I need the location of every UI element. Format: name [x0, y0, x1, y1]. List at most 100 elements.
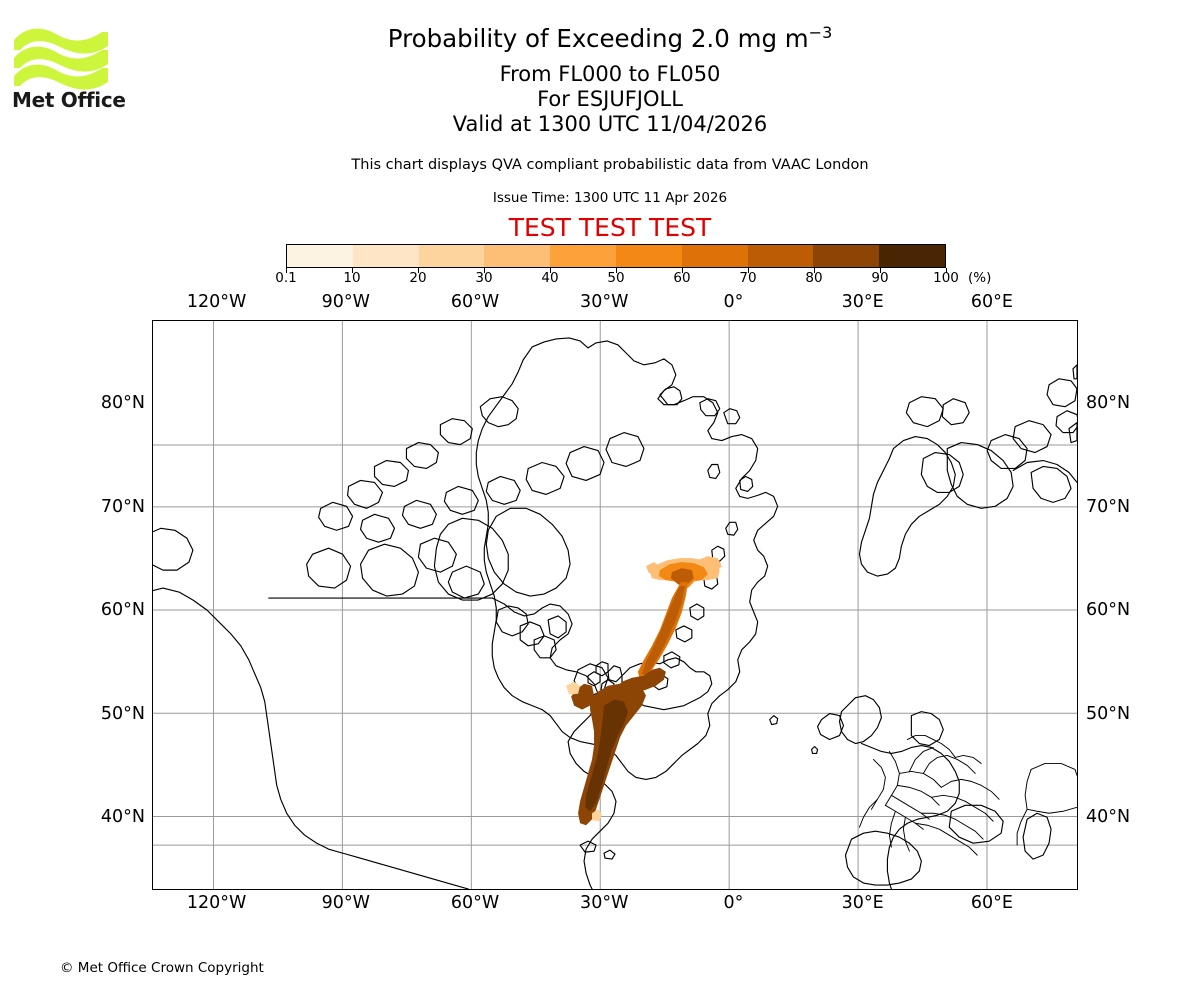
mediterranean [844, 830, 922, 886]
colorbar-tick [748, 268, 749, 273]
longitude-label-60°E: 60°E [970, 893, 1013, 913]
colorbar-band-10-20 [352, 245, 419, 267]
title-flight-levels: From FL000 to FL050 [499, 62, 721, 86]
caspian-sea [1022, 812, 1052, 860]
colorbar-unit-label: (%) [968, 270, 992, 286]
colorbar-tick-label-100: 100 [933, 270, 959, 286]
ash-plume [566, 556, 722, 826]
colorbar-bands [286, 244, 946, 268]
baffin-island [485, 507, 571, 597]
longitude-label-30°W: 30°W [580, 893, 629, 913]
iceland-outline [621, 657, 713, 711]
colorbar-tick [814, 268, 815, 273]
scandinavia [858, 436, 956, 577]
plume-dense-north [670, 568, 694, 585]
country-borders [858, 735, 1000, 856]
graticule [153, 321, 1077, 889]
finland [920, 451, 964, 493]
colorbar-tick [484, 268, 485, 273]
hudson-bay [433, 517, 509, 601]
siberia-coast [1012, 459, 1077, 484]
latitude-label-40°N: 40°N [1086, 807, 1131, 828]
colorbar-tick [352, 268, 353, 273]
longitude-label-30°W: 30°W [580, 292, 629, 312]
longitude-labels-bottom: 120°W 90°W 60°W 30°W 0° 30°E 60°E [0, 893, 1200, 915]
colorbar-tick [946, 268, 947, 273]
plume-peak-south [585, 699, 628, 812]
faroe-islands [769, 715, 779, 726]
met-office-logo [12, 20, 122, 110]
latitude-label-80°N: 80°N [1086, 392, 1131, 413]
latitude-label-80°N: 80°N [100, 392, 145, 413]
latitude-label-60°N: 60°N [100, 600, 145, 621]
colorbar-band-50-60 [615, 245, 682, 267]
longitude-label-90°W: 90°W [321, 893, 370, 913]
colorbar-tick [880, 268, 881, 273]
latitude-label-40°N: 40°N [100, 807, 145, 828]
latitude-label-50°N: 50°N [1086, 703, 1131, 724]
longitude-label-60°W: 60°W [450, 893, 500, 913]
coastlines [153, 337, 1077, 889]
longitude-label-0°: 0° [723, 893, 744, 913]
plume-trail-core [641, 586, 685, 676]
colorbar-tick-label-10: 10 [343, 270, 361, 286]
met-office-logo-text: Met Office [12, 88, 126, 112]
page-title-exponent: −3 [808, 23, 833, 42]
great-britain [838, 695, 882, 745]
iceland-westfjords [607, 665, 623, 683]
nw-russia [946, 441, 1014, 509]
map-panel[interactable] [152, 320, 1078, 890]
colorbar-band-90-100 [879, 245, 945, 267]
colorbar-band-20-30 [418, 245, 485, 267]
colorbar-tick [550, 268, 551, 273]
title-valid-time: Valid at 1300 UTC 11/04/2026 [452, 112, 768, 136]
colorbar-tick-label-70: 70 [739, 270, 757, 286]
page-title: Probability of Exceeding 2.0 mg m−3 [180, 25, 1040, 52]
map-canvas [153, 321, 1077, 889]
svalbard [905, 396, 944, 428]
test-banner: TEST TEST TEST [508, 213, 712, 242]
colorbar-tick-label-60: 60 [673, 270, 691, 286]
qva-note: This chart displays QVA compliant probab… [351, 157, 869, 173]
page-title-text: Probability of Exceeding 2.0 mg m [387, 24, 809, 54]
colorbar-tick-labels: 0.1 10 20 30 40 50 60 70 80 90 100 [275, 270, 959, 290]
copyright-text: © Met Office Crown Copyright [60, 960, 264, 976]
longitude-label-60°W: 60°W [450, 292, 500, 312]
longitude-labels-top: 120°W 90°W 60°W 30°W 0° 30°E 60°E [0, 292, 1200, 314]
colorbar-tick-label-40: 40 [541, 270, 559, 286]
plume-fringe-south [566, 681, 603, 822]
latitude-label-50°N: 50°N [100, 703, 145, 724]
colorbar-tick [682, 268, 683, 273]
probability-colorbar [286, 244, 946, 268]
colorbar-tick [616, 268, 617, 273]
colorbar-tick-label-30: 30 [475, 270, 493, 286]
longitude-label-120°W: 120°W [186, 893, 247, 913]
issue-time: Issue Time: 1300 UTC 11 Apr 2026 [492, 190, 728, 206]
longitude-label-120°W: 120°W [186, 292, 247, 312]
colorbar-tick-label-20: 20 [409, 270, 427, 286]
colorbar-band-60-70 [681, 245, 748, 267]
longitude-label-90°W: 90°W [321, 292, 370, 312]
latitude-label-70°N: 70°N [100, 496, 145, 517]
black-sea [948, 804, 1004, 844]
latitude-label-60°N: 60°N [1086, 600, 1131, 621]
colorbar-tick-label-80: 80 [805, 270, 823, 286]
colorbar-ticks [286, 268, 947, 286]
longitude-label-60°E: 60°E [970, 292, 1013, 312]
longitude-label-30°E: 30°E [841, 893, 884, 913]
colorbar-tick [286, 268, 287, 273]
colorbar-band-70-80 [747, 245, 814, 267]
colorbar-band-30-40 [484, 245, 551, 267]
ireland [816, 713, 845, 741]
title-volcano: For ESJUFJOLL [537, 87, 683, 111]
colorbar-band-40-50 [550, 245, 616, 267]
plume-dense-south [571, 667, 666, 826]
colorbar-tick [418, 268, 419, 273]
longitude-label-30°E: 30°E [841, 292, 884, 312]
colorbar-tick-label-0.1: 0.1 [275, 270, 297, 286]
longitude-label-0°: 0° [723, 292, 744, 312]
colorbar-tick-label-90: 90 [871, 270, 889, 286]
latitude-label-70°N: 70°N [1086, 496, 1131, 517]
graticule-extra [153, 506, 1077, 611]
